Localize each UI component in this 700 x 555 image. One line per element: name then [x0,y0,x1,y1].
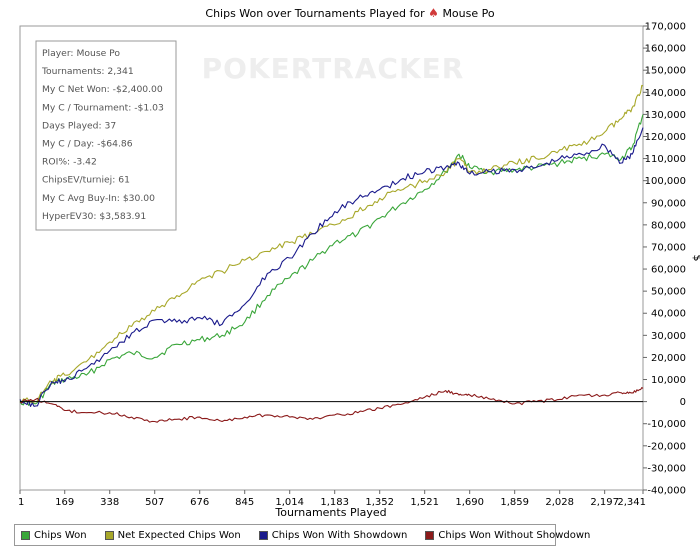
x-tick-label: 507 [145,497,164,508]
stats-box-frame [35,40,177,231]
x-tick-label: 2,341 [617,497,646,508]
y-tick-label: 40,000 [651,309,686,320]
stats-line: Tournaments: 2,341 [41,66,134,77]
y-tick-label: 150,000 [645,66,686,77]
stats-line: My C / Tournament: -$1.03 [42,102,164,113]
series-line [19,84,644,404]
stats-box: Player: Mouse Po Tournaments: 2,341 My C N… [35,40,177,231]
y-tick-label: 10,000 [651,375,686,386]
chart-title-player: Mouse Po [442,7,495,20]
legend-label: Net Expected Chips Won [117,529,241,541]
x-tick-label: 1,352 [365,497,394,508]
y-tick-label: -40,000 [647,486,686,497]
y-axis-label: $ [691,255,700,262]
stats-line: Days Played: 37 [42,120,116,131]
x-tick-label: 1,690 [455,497,484,508]
legend-item-with-showdown: Chips Won With Showdown [258,529,408,541]
y-tick-label: -10,000 [647,419,686,430]
y-tick-label: -30,000 [647,463,686,474]
stats-line: ROI%: -3.42 [42,157,97,168]
x-tick-label: 676 [190,497,209,508]
chart-title-prefix: Chips Won over Tournaments Played for [205,7,425,20]
y-tick-label: 170,000 [645,22,686,33]
x-tick-label: 1 [18,497,24,508]
x-tick-label: 2,197 [590,497,619,508]
legend-swatch-net-expected [104,530,114,540]
y-tick-label: 50,000 [651,287,686,298]
x-tick-label: 2,028 [545,497,574,508]
legend-label: Chips Won [34,529,87,541]
y-tick-label: 60,000 [651,265,686,276]
y-tick-label: 20,000 [651,353,686,364]
stats-line: Player: Mouse Po [42,48,120,59]
y-tick-label: 110,000 [645,154,686,165]
legend-swatch-without-showdown [425,530,435,540]
watermark: POKERTRACKER [202,52,465,85]
y-tick-label: -20,000 [647,441,686,452]
x-tick-label: 1,521 [410,497,439,508]
legend-label: Chips Won With Showdown [271,529,408,541]
y-tick-label: 130,000 [645,110,686,121]
x-tick-label: 1,014 [275,497,304,508]
y-tick-label: 120,000 [645,132,686,143]
legend-swatch-chips-won [21,530,30,540]
legend: Chips Won Net Expected Chips Won Chips W… [14,524,590,546]
x-tick-label: 1,859 [500,497,529,508]
spade-suit-icon: ♠ [428,6,439,20]
stats-line: HyperEV30: $3,583.91 [42,211,146,222]
y-tick-label: 30,000 [651,331,686,342]
x-tick-label: 845 [235,497,254,508]
chart-title: Chips Won over Tournaments Played for ♠ … [0,6,700,20]
x-axis-label: Tournaments Played [274,506,386,519]
series-line [19,387,644,423]
y-tick-label: 90,000 [651,198,686,209]
x-tick-label: 169 [55,497,74,508]
y-tick-label: 0 [680,397,686,408]
legend-swatch-with-showdown [258,530,268,540]
legend-item-chips-won: Chips Won [21,530,87,541]
y-tick-label: 80,000 [651,220,686,231]
legend-item-without-showdown: Chips Won Without Showdown [425,530,590,541]
y-tick-label: 70,000 [651,242,686,253]
x-tick-label: 1,183 [320,497,349,508]
stats-line: ChipsEV/turniej: 61 [42,175,130,186]
stats-line: My C / Day: -$64.86 [42,139,133,150]
series-line [19,114,644,406]
y-tick-label: 100,000 [645,176,686,187]
y-tick-label: 140,000 [645,88,686,99]
x-tick-label: 338 [100,497,119,508]
y-tick-label: 160,000 [645,44,686,55]
stats-line: My C Avg Buy-In: $30.00 [42,193,155,204]
legend-item-net-expected: Net Expected Chips Won [104,529,241,541]
stats-line: My C Net Won: -$2,400.00 [42,84,163,95]
legend-label: Chips Won Without Showdown [438,529,591,541]
series-line [19,127,644,408]
